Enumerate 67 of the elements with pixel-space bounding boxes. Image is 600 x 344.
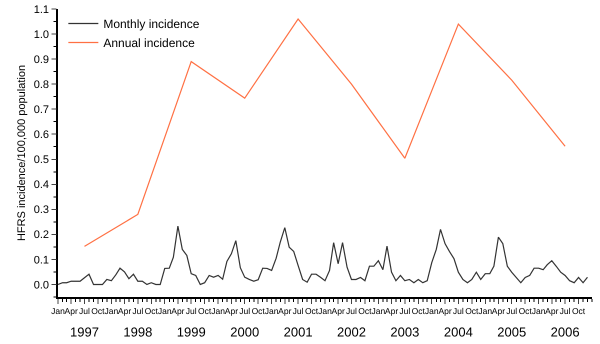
x-tick-label: Jan — [532, 306, 546, 316]
x-tick-label: Jul — [560, 306, 571, 316]
y-tick-label: 0.6 — [34, 129, 50, 142]
x-tick-label: Oct — [304, 306, 319, 316]
x2-tick-label: 1999 — [176, 324, 206, 340]
x-tick-label: Jul — [506, 306, 518, 316]
x-tick-label: Jan — [372, 306, 386, 316]
x-tick-label: Jul — [346, 306, 358, 316]
x-tick-label: Oct — [198, 306, 212, 316]
x-tick-label: Apr — [171, 306, 185, 316]
x-tick-label: Oct — [572, 306, 586, 316]
legend-label: Monthly incidence — [103, 17, 200, 32]
x-tick-label: Jan — [424, 306, 439, 316]
x-tick-label: Jan — [318, 306, 332, 316]
y-tick-label: 0.3 — [34, 204, 50, 216]
x-tick-label: Jan — [51, 306, 66, 316]
x-tick-label: Apr — [118, 306, 132, 316]
x-tick-label: Oct — [91, 306, 106, 316]
x-tick-label: Jul — [239, 306, 250, 316]
x-tick-label: Oct — [358, 306, 372, 316]
x-tick-label: Apr — [384, 306, 398, 316]
x-tick-label: Apr — [545, 306, 559, 316]
line-series — [58, 226, 588, 286]
x-tick-label: Apr — [64, 306, 78, 316]
x-tick-label: Jul — [132, 306, 144, 316]
line-series — [84, 18, 566, 248]
legend-label: Annual incidence — [103, 36, 196, 50]
x-tick-label: Oct — [252, 306, 266, 316]
x-tick-label: Jan — [264, 306, 279, 316]
y-tick-label: 0.0 — [34, 279, 50, 292]
x-tick-label: Oct — [465, 306, 480, 316]
y-tick-label: 0.7 — [34, 104, 50, 116]
x2-tick-label: 2004 — [444, 324, 473, 340]
x-tick-label: Jul — [186, 306, 197, 316]
x2-tick-label: 2000 — [230, 324, 260, 340]
y-tick-label: 0.5 — [34, 154, 50, 166]
x-tick-label: Jan — [211, 306, 226, 316]
x-tick-label: Apr — [224, 306, 238, 316]
x2-tick-label: 2006 — [550, 324, 580, 340]
y-tick-label: 1.0 — [34, 28, 50, 41]
x-tick-label: Oct — [412, 306, 426, 316]
x-tick-label: Jul — [79, 306, 90, 316]
x-tick-label: Jul — [399, 306, 410, 316]
x2-tick-label: 2005 — [497, 324, 526, 340]
x-tick-label: Oct — [518, 306, 532, 316]
x-tick-label: Apr — [438, 306, 452, 316]
x2-tick-label: 2001 — [284, 324, 313, 340]
x-tick-label: Jul — [452, 306, 464, 316]
x-tick-label: Apr — [492, 306, 506, 316]
x2-tick-label: 2003 — [390, 324, 420, 340]
y-tick-label: 0.9 — [34, 54, 50, 66]
y-tick-label: 1.1 — [34, 4, 50, 16]
x-tick-label: Jul — [292, 306, 304, 316]
y-tick-label: 0.4 — [34, 179, 50, 192]
x2-tick-label: 1998 — [123, 324, 152, 340]
x-tick-label: Jan — [104, 306, 118, 316]
x-tick-label: Jan — [478, 306, 492, 316]
x-tick-label: Jan — [158, 306, 172, 316]
x-tick-label: Apr — [332, 306, 345, 316]
x-tick-label: Oct — [144, 306, 159, 316]
x-tick-label: Apr — [278, 306, 292, 316]
y-axis-title: HFRS incidence/100,000 population — [16, 64, 28, 242]
x2-tick-label: 1997 — [70, 324, 99, 340]
y-tick-label: 0.8 — [34, 78, 50, 91]
x2-tick-label: 2002 — [337, 324, 366, 340]
y-tick-label: 0.1 — [34, 254, 50, 266]
y-tick-label: 0.2 — [34, 229, 50, 242]
